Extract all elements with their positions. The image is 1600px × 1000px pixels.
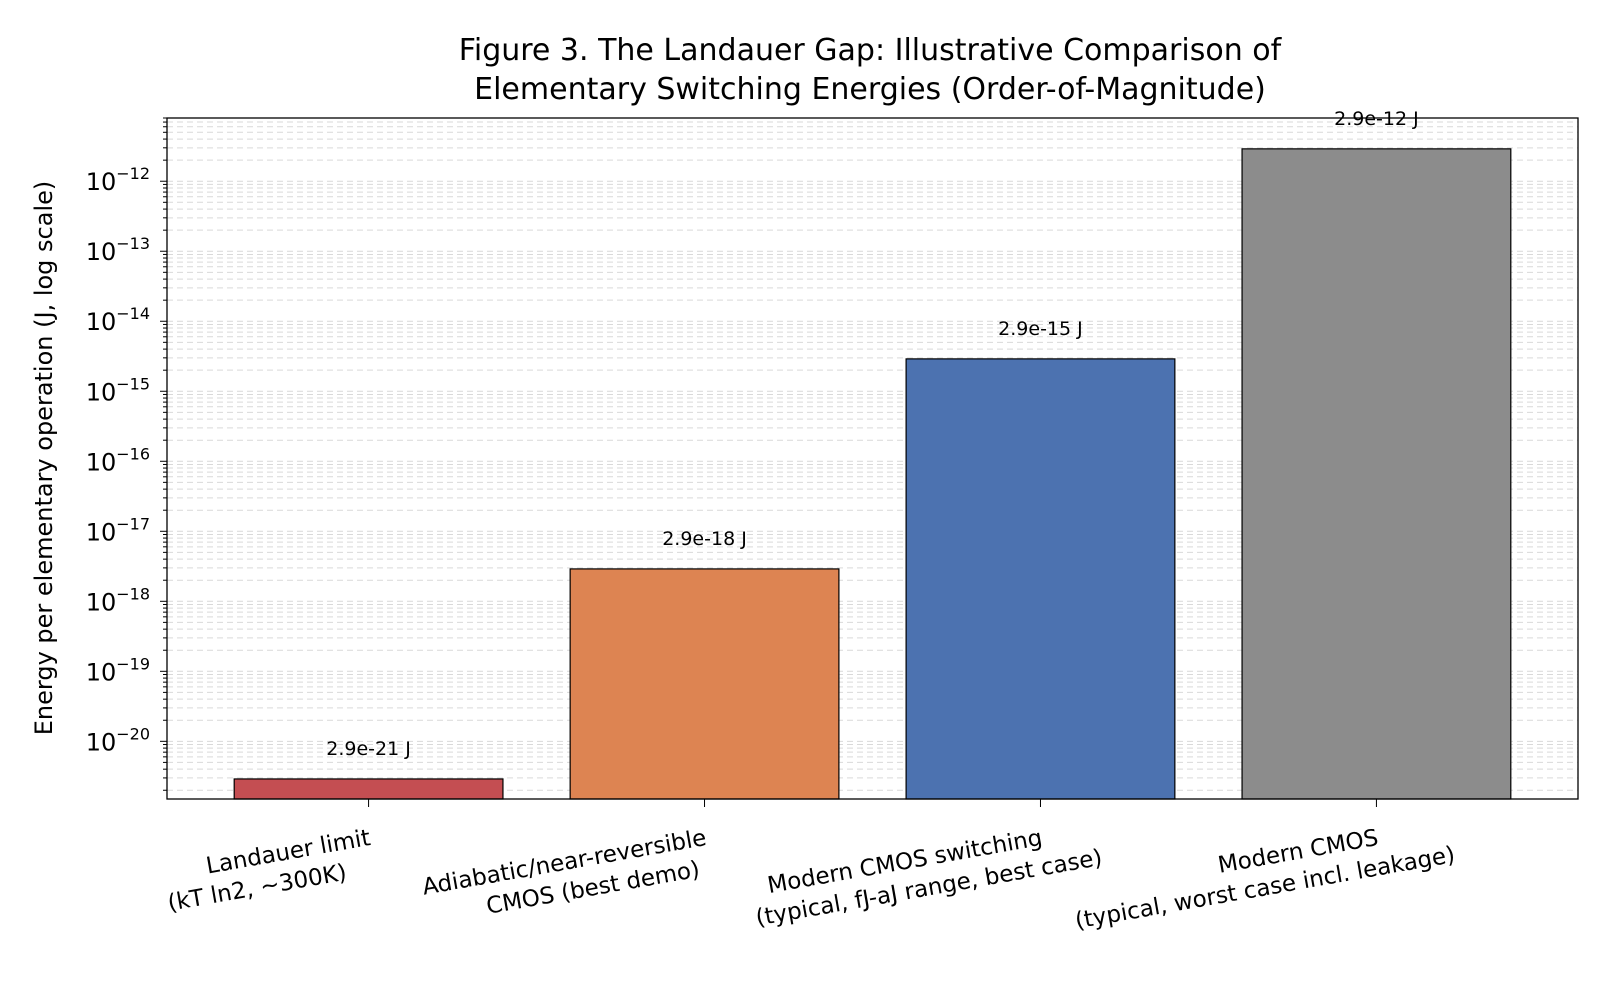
chart-title-line-2: Elementary Switching Energies (Order-of-… xyxy=(474,72,1266,107)
y-tick-label: 10−20 xyxy=(86,724,150,756)
data-label: 2.9e-21 J xyxy=(326,738,411,760)
y-tick-label: 10−13 xyxy=(86,234,150,266)
y-axis-label: Energy per elementary operation (J, log … xyxy=(30,181,58,736)
plot-frame xyxy=(166,117,1579,800)
x-tick-label: Modern CMOS(typical, worst case incl. le… xyxy=(1068,812,1457,934)
bar xyxy=(905,358,1176,800)
chart-title-line-1: Figure 3. The Landauer Gap: Illustrative… xyxy=(459,33,1283,68)
y-tick-label: 10−19 xyxy=(86,654,150,686)
x-tick-label: Adiabatic/near-reversibleCMOS (best demo… xyxy=(420,825,713,930)
y-tick-label: 10−18 xyxy=(86,584,150,616)
data-label: 2.9e-18 J xyxy=(662,528,747,550)
y-tick-label: 10−17 xyxy=(86,514,150,546)
x-tick-label: Landauer limit(kT ln2, ~300K) xyxy=(161,825,378,917)
bar xyxy=(233,778,504,800)
x-axis: Landauer limit(kT ln2, ~300K) Adiabatic/n… xyxy=(161,799,1457,934)
y-tick-label: 10−14 xyxy=(86,304,150,336)
bar xyxy=(1241,148,1512,800)
bars-group xyxy=(233,148,1512,800)
x-tick-label: Modern CMOS switching(typical, fJ-aJ ran… xyxy=(749,815,1105,931)
y-tick-label: 10−15 xyxy=(86,374,150,406)
y-tick-label: 10−12 xyxy=(86,164,150,196)
data-label: 2.9e-12 J xyxy=(1334,108,1419,130)
y-axis: 10−20 10−19 10−18 10−17 10−16 10−15 10−14 10−13… xyxy=(86,117,167,791)
data-label: 2.9e-15 J xyxy=(998,318,1083,340)
bar xyxy=(569,568,840,800)
y-tick-label: 10−16 xyxy=(86,444,150,476)
data-labels-group: 2.9e-21 J 2.9e-18 J 2.9e-15 J 2.9e-12 J xyxy=(326,108,1418,760)
